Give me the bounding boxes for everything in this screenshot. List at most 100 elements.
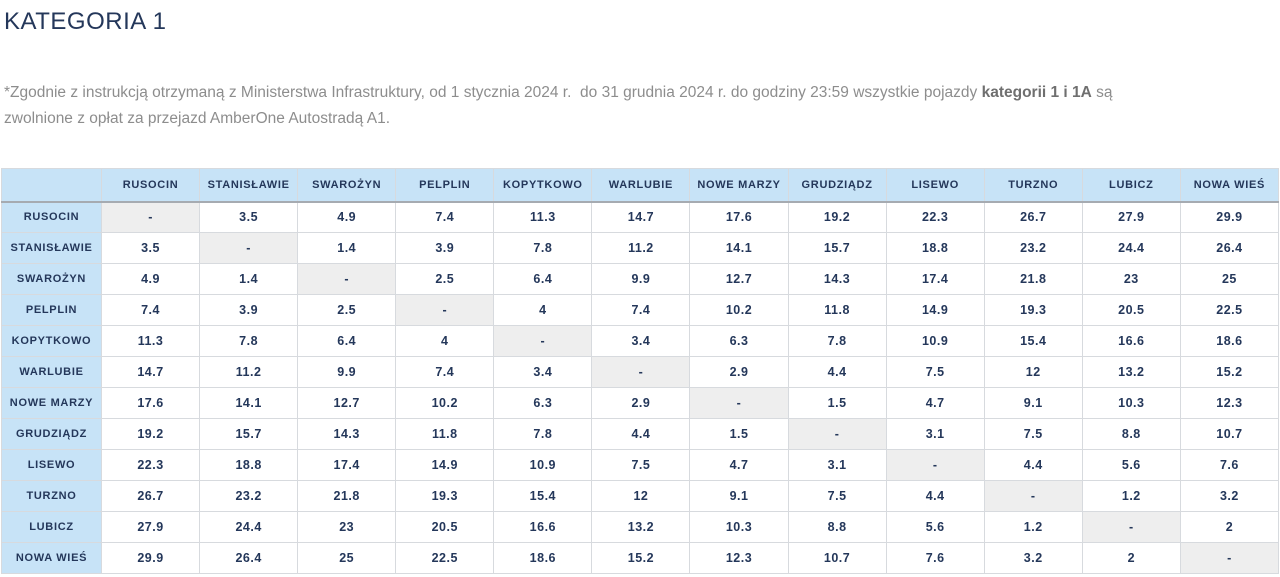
price-cell-lubicz-nowe-marzy: 10.3 xyxy=(689,511,789,543)
price-cell-stanislawie-nowa-wies: 26.4 xyxy=(1179,232,1280,264)
price-cell-nowe-marzy-warlubie: 2.9 xyxy=(591,387,691,419)
price-cell-lisewo-pelplin: 14.9 xyxy=(395,449,495,481)
price-cell-warlubie-nowe-marzy: 2.9 xyxy=(689,356,789,388)
price-cell-lubicz-warlubie: 13.2 xyxy=(591,511,691,543)
column-header-kopytkowo: KOPYTKOWO xyxy=(493,168,593,203)
price-cell-nowa-wies-swarozyn: 25 xyxy=(297,542,397,574)
price-cell-swarozyn-lubicz: 23 xyxy=(1081,263,1181,295)
row-header-swarozyn: SWAROŻYN xyxy=(1,263,102,295)
price-cell-lisewo-grudziadz: 3.1 xyxy=(787,449,887,481)
price-cell-warlubie-turzno: 12 xyxy=(983,356,1083,388)
price-cell-rusocin-swarozyn: 4.9 xyxy=(297,201,397,233)
page-title: KATEGORIA 1 xyxy=(4,8,167,35)
table-row-grudziadz: GRUDZIĄDZ 19.2 15.7 14.3 11.8 7.8 4.4 1.5-3.1 7.… xyxy=(1,418,1280,450)
price-cell-nowa-wies-rusocin: 29.9 xyxy=(100,542,201,574)
price-cell-warlubie-pelplin: 7.4 xyxy=(395,356,495,388)
price-cell-pelplin-pelplin: - xyxy=(395,294,495,326)
price-cell-swarozyn-lisewo: 17.4 xyxy=(885,263,985,295)
table-row-lubicz: LUBICZ 27.9 24.4 23 20.5 16.6 13.2 10.3 8.8 5.6 1.… xyxy=(1,511,1280,543)
price-cell-warlubie-kopytkowo: 3.4 xyxy=(493,356,593,388)
price-cell-lisewo-nowe-marzy: 4.7 xyxy=(689,449,789,481)
price-cell-kopytkowo-nowe-marzy: 6.3 xyxy=(689,325,789,357)
row-header-pelplin: PELPLIN xyxy=(1,294,102,326)
price-cell-swarozyn-rusocin: 4.9 xyxy=(100,263,201,295)
price-cell-lisewo-stanislawie: 18.8 xyxy=(199,449,299,481)
price-cell-warlubie-warlubie: - xyxy=(591,356,691,388)
row-header-nowa-wies: NOWA WIEŚ xyxy=(1,542,102,574)
price-cell-stanislawie-warlubie: 11.2 xyxy=(591,232,691,264)
price-cell-nowa-wies-nowe-marzy: 12.3 xyxy=(689,542,789,574)
table-row-turzno: TURZNO 26.7 23.2 21.8 19.3 15.4 12 9.1 7.5 4.4-1.… xyxy=(1,480,1280,512)
table-row-kopytkowo: KOPYTKOWO 11.3 7.8 6.4 4-3.4 6.3 7.8 10.9 15.4 16… xyxy=(1,325,1280,357)
column-header-rusocin: RUSOCIN xyxy=(100,168,201,203)
price-cell-nowe-marzy-lubicz: 10.3 xyxy=(1081,387,1181,419)
price-cell-lisewo-swarozyn: 17.4 xyxy=(297,449,397,481)
price-cell-turzno-lubicz: 1.2 xyxy=(1081,480,1181,512)
price-cell-stanislawie-pelplin: 3.9 xyxy=(395,232,495,264)
price-cell-lubicz-grudziadz: 8.8 xyxy=(787,511,887,543)
price-cell-grudziadz-lubicz: 8.8 xyxy=(1081,418,1181,450)
price-cell-stanislawie-kopytkowo: 7.8 xyxy=(493,232,593,264)
exemption-note-text-start: *Zgodnie z instrukcją otrzymaną z Minist… xyxy=(4,84,982,101)
price-cell-kopytkowo-kopytkowo: - xyxy=(493,325,593,357)
price-cell-grudziadz-rusocin: 19.2 xyxy=(100,418,201,450)
price-cell-turzno-lisewo: 4.4 xyxy=(885,480,985,512)
matrix-body: RUSOCIN -3.5 4.9 7.4 11.3 14.7 17.6 19.2 22.3 26.… xyxy=(1,201,1280,574)
table-row-swarozyn: SWAROŻYN 4.9 1.4-2.5 6.4 9.9 12.7 14.3 17.4 21.8… xyxy=(1,263,1280,295)
table-row-rusocin: RUSOCIN -3.5 4.9 7.4 11.3 14.7 17.6 19.2 22.3 26.… xyxy=(1,201,1280,233)
price-cell-swarozyn-turzno: 21.8 xyxy=(983,263,1083,295)
price-cell-pelplin-nowa-wies: 22.5 xyxy=(1179,294,1280,326)
table-row-nowa-wies: NOWA WIEŚ 29.9 26.4 25 22.5 18.6 15.2 12.3 10.7 7… xyxy=(1,542,1280,574)
price-cell-lisewo-kopytkowo: 10.9 xyxy=(493,449,593,481)
matrix-header-row: RUSOCIN STANISŁAWIE SWAROŻYN PELPLIN KOPYTKO… xyxy=(1,168,1280,203)
price-cell-stanislawie-lisewo: 18.8 xyxy=(885,232,985,264)
exemption-note-bold-category: kategorii 1 i 1A xyxy=(981,84,1092,101)
price-cell-grudziadz-nowa-wies: 10.7 xyxy=(1179,418,1280,450)
price-cell-nowe-marzy-lisewo: 4.7 xyxy=(885,387,985,419)
row-header-kopytkowo: KOPYTKOWO xyxy=(1,325,102,357)
price-cell-kopytkowo-nowa-wies: 18.6 xyxy=(1179,325,1280,357)
price-cell-turzno-grudziadz: 7.5 xyxy=(787,480,887,512)
price-cell-rusocin-kopytkowo: 11.3 xyxy=(493,201,593,233)
price-cell-kopytkowo-grudziadz: 7.8 xyxy=(787,325,887,357)
price-cell-lisewo-lubicz: 5.6 xyxy=(1081,449,1181,481)
price-cell-pelplin-turzno: 19.3 xyxy=(983,294,1083,326)
matrix-corner-cell xyxy=(1,168,102,203)
price-cell-stanislawie-nowe-marzy: 14.1 xyxy=(689,232,789,264)
price-cell-stanislawie-lubicz: 24.4 xyxy=(1081,232,1181,264)
price-cell-lubicz-swarozyn: 23 xyxy=(297,511,397,543)
price-cell-warlubie-grudziadz: 4.4 xyxy=(787,356,887,388)
column-header-turzno: TURZNO xyxy=(983,168,1083,203)
price-cell-rusocin-turzno: 26.7 xyxy=(983,201,1083,233)
price-cell-lubicz-nowa-wies: 2 xyxy=(1179,511,1280,543)
price-cell-grudziadz-lisewo: 3.1 xyxy=(885,418,985,450)
price-cell-lisewo-turzno: 4.4 xyxy=(983,449,1083,481)
price-cell-kopytkowo-pelplin: 4 xyxy=(395,325,495,357)
price-cell-kopytkowo-swarozyn: 6.4 xyxy=(297,325,397,357)
row-header-rusocin: RUSOCIN xyxy=(1,201,102,233)
price-cell-warlubie-stanislawie: 11.2 xyxy=(199,356,299,388)
price-cell-pelplin-swarozyn: 2.5 xyxy=(297,294,397,326)
price-cell-stanislawie-rusocin: 3.5 xyxy=(100,232,201,264)
row-header-turzno: TURZNO xyxy=(1,480,102,512)
price-cell-nowe-marzy-turzno: 9.1 xyxy=(983,387,1083,419)
price-cell-stanislawie-turzno: 23.2 xyxy=(983,232,1083,264)
price-cell-swarozyn-swarozyn: - xyxy=(297,263,397,295)
price-cell-stanislawie-grudziadz: 15.7 xyxy=(787,232,887,264)
price-cell-rusocin-nowe-marzy: 17.6 xyxy=(689,201,789,233)
table-row-nowe-marzy: NOWE MARZY 17.6 14.1 12.7 10.2 6.3 2.9-1.5 4.7 9… xyxy=(1,387,1280,419)
price-cell-nowa-wies-stanislawie: 26.4 xyxy=(199,542,299,574)
price-cell-pelplin-nowe-marzy: 10.2 xyxy=(689,294,789,326)
price-cell-swarozyn-kopytkowo: 6.4 xyxy=(493,263,593,295)
price-cell-nowe-marzy-rusocin: 17.6 xyxy=(100,387,201,419)
toll-price-table-wrap: RUSOCIN STANISŁAWIE SWAROŻYN PELPLIN KOPYTKO… xyxy=(1,168,1280,574)
price-cell-nowe-marzy-kopytkowo: 6.3 xyxy=(493,387,593,419)
price-cell-warlubie-lisewo: 7.5 xyxy=(885,356,985,388)
column-header-lisewo: LISEWO xyxy=(885,168,985,203)
price-cell-grudziadz-nowe-marzy: 1.5 xyxy=(689,418,789,450)
price-cell-stanislawie-stanislawie: - xyxy=(199,232,299,264)
price-cell-rusocin-rusocin: - xyxy=(100,201,201,233)
table-row-warlubie: WARLUBIE 14.7 11.2 9.9 7.4 3.4-2.9 4.4 7.5 12 13.… xyxy=(1,356,1280,388)
price-cell-rusocin-warlubie: 14.7 xyxy=(591,201,691,233)
